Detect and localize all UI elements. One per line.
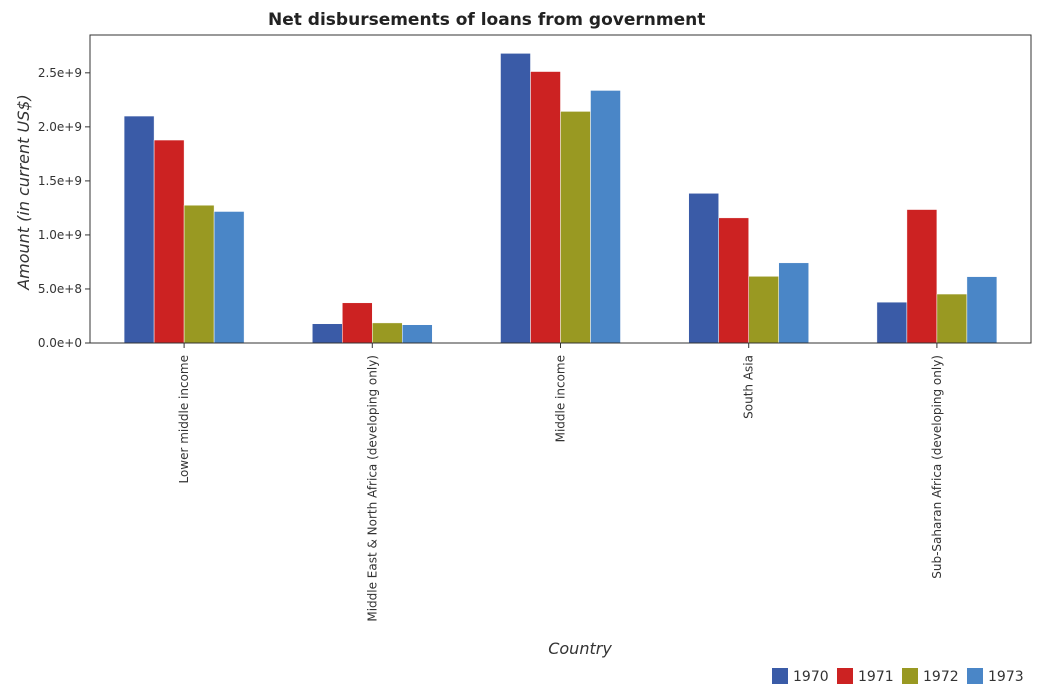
- legend-label-1972: 1972: [923, 669, 959, 685]
- legend-swatch-1971: [837, 668, 853, 684]
- bar-1972: [183, 204, 215, 344]
- bar-1971: [153, 139, 185, 344]
- bar-1970: [876, 301, 908, 344]
- y-tick-label: 2.5e+9: [38, 66, 82, 80]
- bar-1970: [123, 115, 155, 344]
- bar-1973: [966, 276, 998, 344]
- bar-1971: [718, 217, 749, 344]
- chart-title: Net disbursements of loans from governme…: [268, 10, 705, 30]
- legend-label-1970: 1970: [793, 669, 829, 685]
- bar-1973: [402, 324, 433, 344]
- bar-1971: [906, 209, 938, 344]
- legend: 1970 1971 1972 1973: [772, 668, 1024, 685]
- bar-1973: [778, 262, 809, 344]
- legend-label-1973: 1973: [988, 669, 1024, 685]
- y-tick-label: 0.0e+0: [38, 336, 82, 350]
- x-tick-label: Sub-Saharan Africa (developing only): [930, 355, 944, 579]
- legend-swatch-1970: [772, 668, 788, 684]
- bar-1972: [936, 293, 968, 344]
- legend-swatch-1972: [902, 668, 918, 684]
- x-tick-label: Middle East & North Africa (developing o…: [365, 355, 379, 622]
- legend-swatch-1973: [967, 668, 983, 684]
- y-tick-label: 1.0e+9: [38, 228, 82, 242]
- bar-1970: [312, 323, 343, 344]
- y-tick-label: 1.5e+9: [38, 174, 82, 188]
- y-axis: 0.0e+0 5.0e+8 1.0e+9 1.5e+9 2.0e+9 2.5e+9: [38, 35, 91, 350]
- bar-1972: [560, 111, 591, 344]
- bar-1970: [500, 53, 531, 344]
- bar-1972: [372, 322, 403, 344]
- bar-1971: [530, 71, 561, 344]
- x-tick-label: Middle income: [554, 355, 568, 442]
- x-tick-label: South Asia: [742, 355, 756, 419]
- x-axis-label: Country: [548, 639, 612, 658]
- y-axis-label: Amount (in current US$): [14, 94, 33, 291]
- y-tick-label: 2.0e+9: [38, 120, 82, 134]
- bar-1971: [342, 302, 373, 344]
- bar-1970: [688, 193, 719, 344]
- x-tick-label: Lower middle income: [177, 355, 191, 484]
- plot-area: [89, 34, 1032, 344]
- y-tick-label: 5.0e+8: [38, 282, 82, 296]
- bar-1973: [213, 211, 245, 344]
- bar-1972: [748, 276, 779, 344]
- x-axis: Lower middle income Middle East & North A…: [90, 342, 1031, 622]
- bar-1973: [590, 90, 621, 344]
- legend-label-1971: 1971: [858, 669, 894, 685]
